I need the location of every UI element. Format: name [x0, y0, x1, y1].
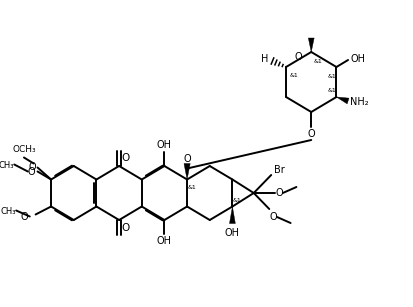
Text: O: O — [307, 129, 314, 139]
Text: CH₃: CH₃ — [0, 161, 14, 170]
Text: &1: &1 — [233, 198, 241, 203]
Text: OH: OH — [157, 236, 171, 246]
Text: O: O — [121, 153, 130, 163]
Text: &1: &1 — [326, 73, 335, 79]
Polygon shape — [229, 207, 235, 223]
Text: Br: Br — [273, 165, 284, 175]
Text: O: O — [269, 212, 276, 222]
Polygon shape — [183, 164, 190, 180]
Text: OH: OH — [157, 140, 171, 150]
Text: &1: &1 — [326, 87, 335, 92]
Text: OH: OH — [349, 54, 364, 64]
Text: &1: &1 — [187, 185, 196, 190]
Text: O: O — [294, 52, 302, 61]
Text: O: O — [20, 212, 28, 221]
Text: &1: &1 — [313, 59, 322, 64]
Text: H: H — [261, 54, 268, 64]
Text: CH₃: CH₃ — [1, 207, 16, 216]
Polygon shape — [336, 97, 348, 104]
Text: O: O — [121, 223, 130, 233]
Text: O: O — [28, 166, 36, 177]
Text: NH₂: NH₂ — [349, 97, 368, 107]
Text: O: O — [183, 154, 190, 164]
Text: O: O — [29, 161, 36, 172]
Text: O: O — [275, 188, 282, 198]
Text: OCH₃: OCH₃ — [12, 145, 36, 154]
Text: OH: OH — [224, 227, 240, 238]
Text: &1: &1 — [289, 72, 297, 77]
Polygon shape — [308, 38, 313, 52]
